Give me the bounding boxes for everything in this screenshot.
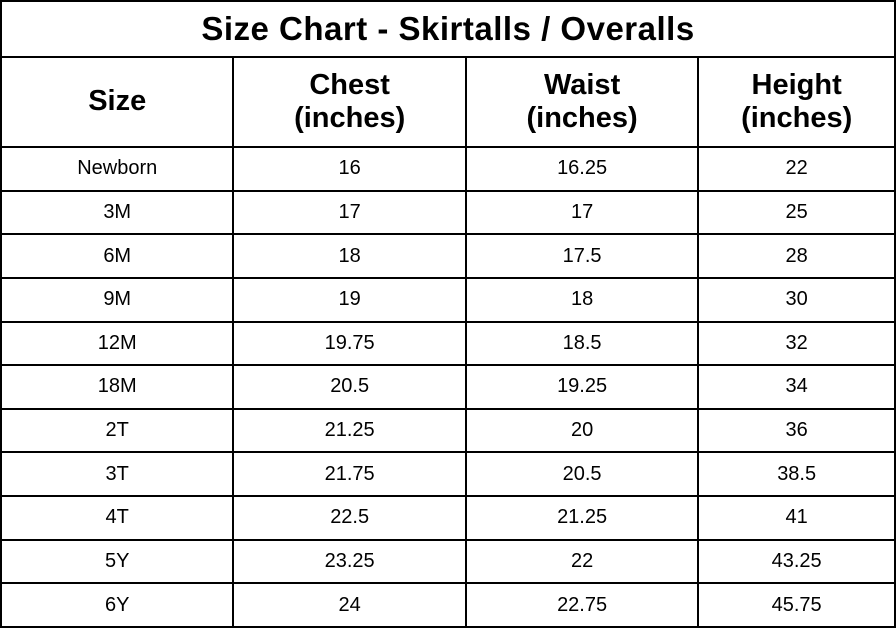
table-cell: 2T [0, 407, 235, 454]
table-cell: Newborn [0, 146, 235, 192]
table-row: 6M 18 17.5 28 [0, 233, 896, 279]
table-cell: 22 [697, 146, 896, 192]
table-cell: 36 [697, 407, 896, 454]
table-cell: 28 [697, 233, 896, 279]
table-cell: 20.5 [464, 451, 700, 497]
table-cell: 22.75 [464, 582, 700, 628]
table-cell: 16.25 [464, 146, 700, 192]
table-cell: 22.5 [232, 495, 467, 541]
table-cell: 21.75 [232, 451, 467, 497]
table-cell: 18.5 [464, 320, 700, 367]
table-cell: 25 [697, 189, 896, 236]
table-row: 6Y 24 22.75 45.75 [0, 582, 896, 628]
title-row: Size Chart - Skirtalls / Overalls [0, 0, 896, 58]
column-header-height: Height (inches) [697, 56, 896, 148]
column-header-chest: Chest (inches) [232, 56, 467, 148]
table-row: 18M 20.5 19.25 34 [0, 364, 896, 410]
column-header-size: Size [0, 56, 235, 148]
table-row: 4T 22.5 21.25 41 [0, 495, 896, 541]
column-header-waist: Waist (inches) [464, 56, 700, 148]
header-row: Size Chest (inches) Waist (inches) Heigh… [0, 56, 896, 148]
table-cell: 18 [464, 276, 700, 323]
table-cell: 16 [232, 146, 467, 192]
table-cell: 41 [697, 495, 896, 541]
table-cell: 32 [697, 320, 896, 367]
table-cell: 45.75 [697, 582, 896, 628]
table-cell: 3T [0, 451, 235, 497]
table-cell: 24 [232, 582, 467, 628]
table-cell: 22 [464, 538, 700, 585]
table-row: 2T 21.25 20 36 [0, 407, 896, 454]
table-cell: 6M [0, 233, 235, 279]
table-cell: 21.25 [464, 495, 700, 541]
table-cell: 34 [697, 364, 896, 410]
table-cell: 3M [0, 189, 235, 236]
table-row: 9M 19 18 30 [0, 276, 896, 323]
table-cell: 19.75 [232, 320, 467, 367]
table-cell: 4T [0, 495, 235, 541]
table-cell: 17 [232, 189, 467, 236]
table-row: 5Y 23.25 22 43.25 [0, 538, 896, 585]
table-cell: 12M [0, 320, 235, 367]
size-table-body: Newborn 16 16.25 22 3M 17 17 25 6M 18 17.5 28 9M 19 18… [0, 146, 896, 628]
table-cell: 43.25 [697, 538, 896, 585]
table-cell: 38.5 [697, 451, 896, 497]
table-cell: 20 [464, 407, 700, 454]
table-cell: 19.25 [464, 364, 700, 410]
table-cell: 30 [697, 276, 896, 323]
table-row: Newborn 16 16.25 22 [0, 146, 896, 192]
table-cell: 21.25 [232, 407, 467, 454]
page-title: Size Chart - Skirtalls / Overalls [0, 0, 896, 58]
table-cell: 18M [0, 364, 235, 410]
table-row: 3M 17 17 25 [0, 189, 896, 236]
table-row: 12M 19.75 18.5 32 [0, 320, 896, 367]
table-cell: 6Y [0, 582, 235, 628]
table-cell: 17 [464, 189, 700, 236]
table-cell: 20.5 [232, 364, 467, 410]
table-cell: 18 [232, 233, 467, 279]
table-cell: 5Y [0, 538, 235, 585]
table-cell: 17.5 [464, 233, 700, 279]
table-cell: 23.25 [232, 538, 467, 585]
table-cell: 19 [232, 276, 467, 323]
table-row: 3T 21.75 20.5 38.5 [0, 451, 896, 497]
table-cell: 9M [0, 276, 235, 323]
